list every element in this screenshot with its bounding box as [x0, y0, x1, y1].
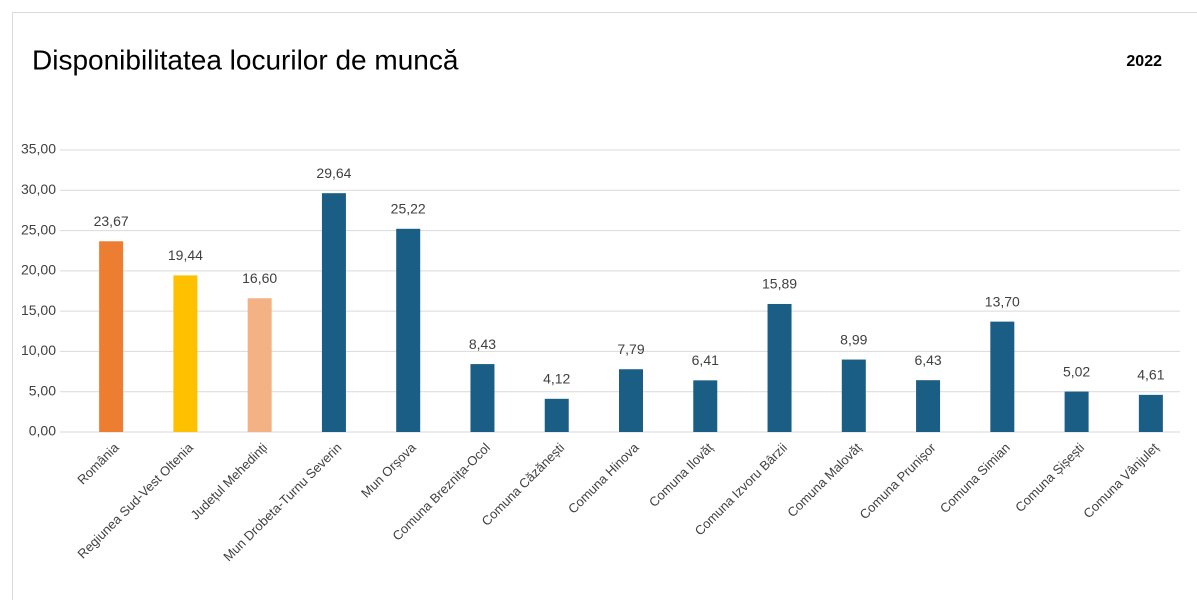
data-label: 4,61	[1137, 367, 1164, 383]
data-label: 5,02	[1063, 363, 1090, 379]
x-tick-label: Comuna Hinova	[565, 439, 642, 516]
y-tick-label: 30,00	[21, 181, 56, 197]
x-tick-label: Mun Drobeta-Turnu Severin	[220, 440, 344, 564]
chart-frame	[12, 12, 1197, 600]
bar	[396, 228, 421, 432]
bar	[247, 298, 272, 432]
bar	[470, 364, 495, 432]
data-label: 15,89	[762, 276, 797, 292]
x-tick-label: Mun Orșova	[358, 439, 419, 500]
year-annotation: 2022	[1126, 53, 1162, 70]
x-tick-label: România	[74, 439, 122, 487]
data-label: 16,60	[242, 270, 277, 286]
y-tick-label: 0,00	[29, 423, 56, 439]
data-label: 6,43	[914, 352, 941, 368]
data-label: 8,43	[469, 336, 496, 352]
bar	[321, 193, 346, 432]
x-tick-label: Comuna Șișești	[1012, 440, 1087, 515]
y-tick-label: 15,00	[21, 302, 56, 318]
y-tick-label: 25,00	[21, 221, 56, 237]
data-label: 19,44	[168, 247, 203, 263]
bar	[173, 275, 198, 432]
data-label: 6,41	[692, 352, 719, 368]
x-tick-label: Comuna Prunișor	[856, 439, 939, 522]
y-tick-label: 5,00	[29, 382, 56, 398]
bar	[767, 303, 792, 432]
x-tick-label: Comuna Căzănești	[478, 440, 567, 529]
data-label: 25,22	[391, 201, 426, 217]
bar	[1138, 394, 1163, 432]
chart-title: Disponibilitatea locurilor de muncă	[32, 44, 459, 75]
bar	[916, 380, 941, 432]
bar	[619, 369, 643, 432]
data-label: 29,64	[316, 165, 351, 181]
data-label: 23,67	[94, 213, 129, 229]
bar	[990, 321, 1015, 432]
data-label: 4,12	[543, 371, 570, 387]
y-tick-label: 20,00	[21, 262, 56, 278]
x-tick-label: Județul Mehedinți	[188, 440, 271, 523]
bar	[99, 241, 124, 432]
x-tick-label: Comuna Vânjuleț	[1080, 440, 1161, 521]
bar	[1064, 391, 1089, 432]
x-tick-label: Comuna Simian	[937, 440, 1013, 516]
bar	[841, 359, 866, 432]
bar	[693, 380, 718, 432]
y-tick-label: 10,00	[21, 342, 56, 358]
data-label: 7,79	[617, 341, 644, 357]
bar	[544, 398, 569, 432]
x-tick-label: Comuna Malovăț	[784, 440, 864, 520]
data-label: 13,70	[985, 293, 1020, 309]
y-tick-label: 35,00	[21, 141, 56, 157]
data-label: 8,99	[840, 331, 867, 347]
x-tick-label: Comuna Ilovăț	[646, 440, 716, 510]
